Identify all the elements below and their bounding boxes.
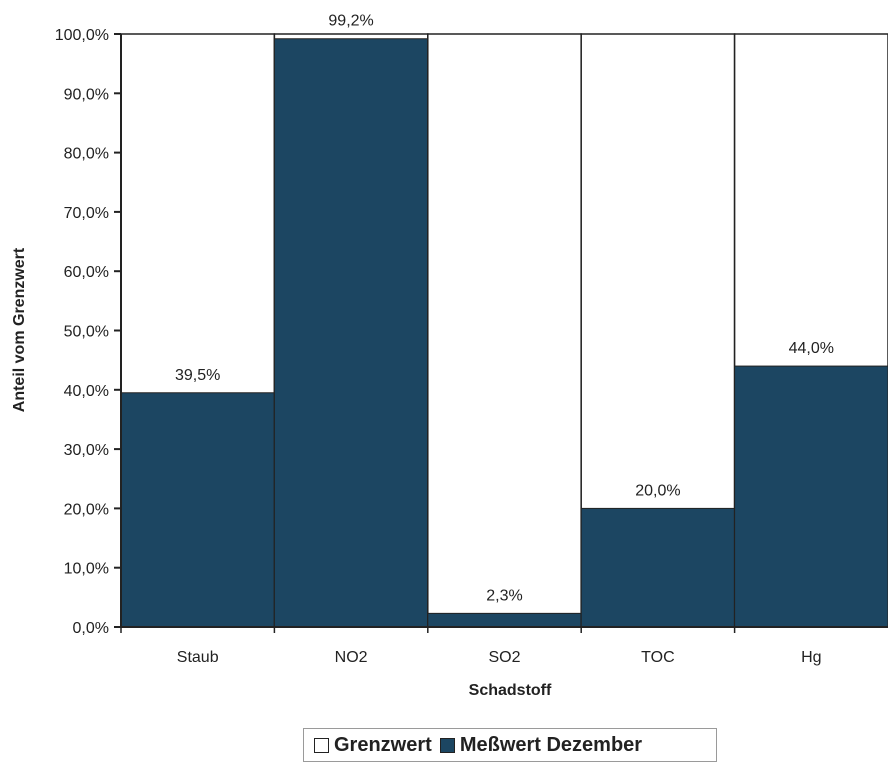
data-label-so2: 2,3% — [486, 587, 522, 604]
y-tick-label: 50,0% — [64, 324, 109, 341]
y-tick-label: 80,0% — [64, 146, 109, 163]
x-tick-label-toc: TOC — [641, 649, 674, 666]
bar-messwert-staub — [120, 392, 275, 628]
y-tick-label: 60,0% — [64, 264, 109, 281]
data-label-toc: 20,0% — [635, 482, 680, 499]
bar-messwert-no2 — [273, 38, 429, 628]
bar-messwert-so2 — [427, 612, 582, 628]
y-tick-label: 90,0% — [64, 86, 109, 103]
x-tick-label-staub: Staub — [177, 649, 219, 666]
y-tick-label: 100,0% — [55, 27, 109, 44]
y-tick-label: 30,0% — [64, 442, 109, 459]
data-label-staub: 39,5% — [175, 367, 220, 384]
bars-layer — [120, 33, 888, 628]
y-tick-label: 0,0% — [73, 620, 109, 637]
legend-label-grenzwert: Grenzwert — [334, 733, 432, 756]
bar-grenzwert-so2 — [427, 33, 582, 628]
y-axis-title: Anteil vom Grenzwert — [11, 247, 28, 412]
x-tick-label-hg: Hg — [801, 649, 821, 666]
x-tick-label-so2: SO2 — [488, 649, 520, 666]
legend-swatch-messwert — [439, 737, 455, 753]
data-label-hg: 44,0% — [789, 340, 834, 357]
data-label-no2: 99,2% — [328, 13, 373, 30]
y-tick-label: 70,0% — [64, 205, 109, 222]
legend-item-grenzwert: Grenzwert — [314, 734, 432, 757]
data-labels-layer: 39,5% Staub 99,2% NO2 2,3% SO2 20,0% TOC 44,0% Hg — [175, 13, 834, 666]
y-tick-label: 10,0% — [64, 561, 109, 578]
y-tick-label: 40,0% — [64, 383, 109, 400]
axes-layer: 0,0% 10,0% 20,0% 30,0% 40,0% 50,0% 60,0% 70,0% 8… — [55, 27, 888, 637]
y-tick-label: 20,0% — [64, 501, 109, 518]
legend-label-messwert: Meßwert Dezember — [459, 733, 643, 756]
x-axis-title: Schadstoff — [469, 682, 552, 699]
bar-messwert-toc — [580, 507, 736, 628]
legend: Grenzwert Meßwert Dezember — [303, 728, 717, 762]
legend-item-messwert: Meßwert Dezember — [439, 733, 643, 757]
bar-messwert-hg — [734, 365, 888, 628]
x-tick-label-no2: NO2 — [335, 649, 368, 666]
legend-swatch-grenzwert — [314, 737, 329, 753]
